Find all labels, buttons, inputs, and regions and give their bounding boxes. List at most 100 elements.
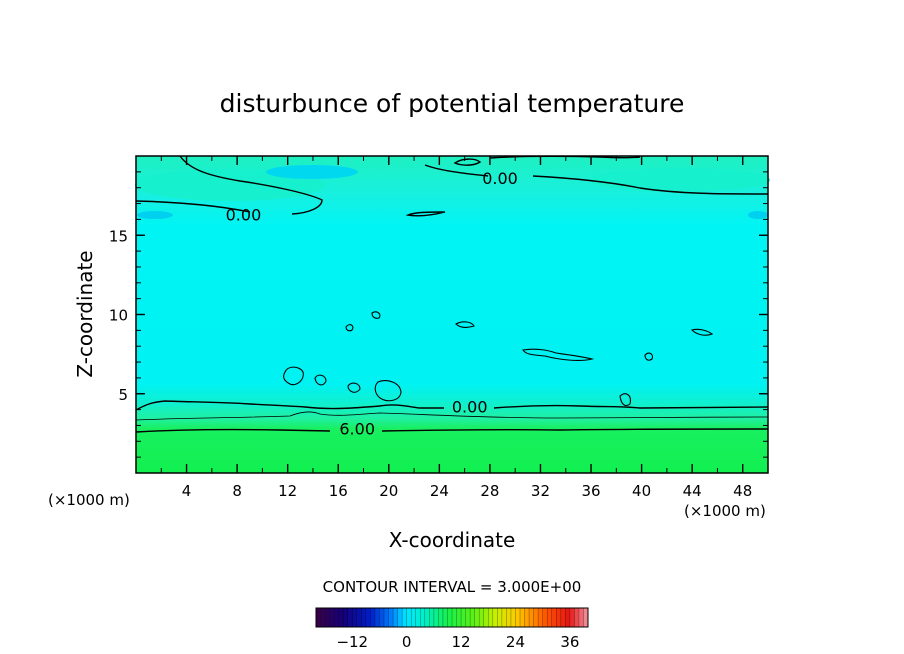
- colorbar-segment: [583, 608, 589, 627]
- x-tick-label: 24: [430, 482, 449, 500]
- colorbar-tick-label: 0: [402, 633, 412, 651]
- y-tick-label: 10: [109, 307, 128, 325]
- colorbar-segment: [361, 608, 367, 627]
- colorbar-segment: [442, 608, 448, 627]
- colorbar-tick-label: −12: [336, 633, 368, 651]
- colorbar-segment: [524, 608, 530, 627]
- colorbar-segment: [438, 608, 444, 627]
- field-patch-upper-right: [590, 168, 770, 192]
- colorbar-segment: [406, 608, 412, 627]
- colorbar-segment: [370, 608, 376, 627]
- contour-six-lower: [135, 428, 769, 433]
- colorbar-segment: [569, 608, 575, 627]
- contour-interval-text: CONTOUR INTERVAL = 3.000E+00: [323, 578, 582, 596]
- x-tick-label: 12: [278, 482, 297, 500]
- colorbar-segment: [578, 608, 584, 627]
- colorbar: [315, 607, 589, 628]
- colorbar-segment: [452, 608, 457, 627]
- colorbar-segment: [393, 608, 398, 627]
- y-axis-ticks: 5 10 15: [109, 171, 768, 458]
- colorbar-segment: [347, 608, 353, 627]
- colorbar-segment: [429, 608, 435, 627]
- colorbar-segment: [565, 608, 571, 627]
- field-patch-cool-top: [266, 165, 358, 179]
- field-background: [136, 156, 768, 473]
- colorbar-segment: [352, 608, 358, 627]
- colorbar-segment: [520, 608, 525, 627]
- colorbar-segment: [470, 608, 475, 627]
- colorbar-segment: [474, 608, 480, 627]
- colorbar-segment: [497, 608, 503, 627]
- colorbar-tick-label: 24: [506, 633, 525, 651]
- colorbar-segment: [461, 608, 466, 627]
- colorbar-segment: [334, 608, 339, 627]
- contour-label: 0.00: [482, 169, 518, 188]
- colorbar-segment: [483, 608, 489, 627]
- colorbar-segment: [506, 608, 512, 627]
- x-tick-label: 16: [329, 482, 348, 500]
- colorbar-segment: [329, 608, 335, 627]
- contour-labels: 0.00 0.00 0.00 6.00: [226, 169, 518, 439]
- colorbar-segment: [574, 608, 580, 627]
- colorbar-segment: [465, 608, 471, 627]
- contour-label: 0.00: [452, 397, 488, 416]
- colorbar-segment: [397, 608, 403, 627]
- colorbar-segment: [433, 608, 439, 627]
- y-axis-label: Z-coordinate: [73, 250, 97, 377]
- colorbar-segment: [420, 608, 426, 627]
- colorbar-segment: [529, 608, 534, 627]
- y-axis-unit: (×1000 m): [48, 491, 130, 509]
- colorbar-segment: [379, 608, 385, 627]
- contour-mid-island: [405, 211, 446, 217]
- colorbar-segment: [384, 608, 389, 627]
- colorbar-segment: [515, 608, 521, 627]
- x-tick-label: 48: [733, 482, 752, 500]
- colorbar-segment: [320, 608, 326, 627]
- colorbar-segment: [325, 608, 330, 627]
- contour-label: 0.00: [226, 206, 262, 225]
- x-tick-label: 4: [182, 482, 192, 500]
- colorbar-segment: [501, 608, 507, 627]
- colorbar-segment: [365, 608, 371, 627]
- x-axis-ticks: 4 8 12 16 20 24 28 32 36 40 44 48: [160, 156, 752, 500]
- x-tick-label: 44: [683, 482, 702, 500]
- field-patch-left-edge: [137, 211, 173, 219]
- colorbar-segment: [424, 608, 430, 627]
- contour-convective-blobs: [283, 311, 714, 407]
- colorbar-segment: [411, 608, 417, 627]
- colorbar-frame: [315, 607, 589, 628]
- contour-label: 6.00: [339, 420, 375, 439]
- field-patch-upper-left: [135, 169, 325, 201]
- contour-top-loop: [453, 158, 482, 166]
- contour-zero-upper-right: [424, 164, 769, 195]
- colorbar-segment: [551, 608, 557, 627]
- colorbar-segment: [533, 608, 539, 627]
- chart-title: disturbunce of potential temperature: [220, 89, 685, 118]
- colorbar-segment: [560, 608, 566, 627]
- contour-zero-upper-left: [135, 155, 323, 215]
- x-axis-unit: (×1000 m): [684, 502, 766, 520]
- contour-zero-lower: [135, 400, 769, 411]
- colorbar-segment: [556, 608, 562, 627]
- x-axis-label: X-coordinate: [389, 528, 516, 552]
- colorbar-segment: [356, 608, 362, 627]
- colorbar-segment: [338, 608, 344, 627]
- colorbar-segment: [479, 608, 485, 627]
- contour-lines: [135, 155, 769, 433]
- x-tick-label: 32: [531, 482, 550, 500]
- x-tick-label: 28: [480, 482, 499, 500]
- colorbar-segment: [343, 608, 349, 627]
- x-tick-label: 20: [379, 482, 398, 500]
- colorbar-segment: [492, 608, 498, 627]
- colorbar-segment: [316, 608, 321, 627]
- colorbar-segment: [415, 608, 421, 627]
- contour-thin-lower: [135, 411, 769, 421]
- x-tick-label: 8: [232, 482, 242, 500]
- colorbar-tick-label: 12: [452, 633, 471, 651]
- colorbar-segment: [547, 608, 553, 627]
- y-tick-label: 5: [118, 386, 128, 404]
- x-tick-label: 36: [581, 482, 600, 500]
- colorbar-segment: [542, 608, 548, 627]
- x-tick-label: 40: [632, 482, 651, 500]
